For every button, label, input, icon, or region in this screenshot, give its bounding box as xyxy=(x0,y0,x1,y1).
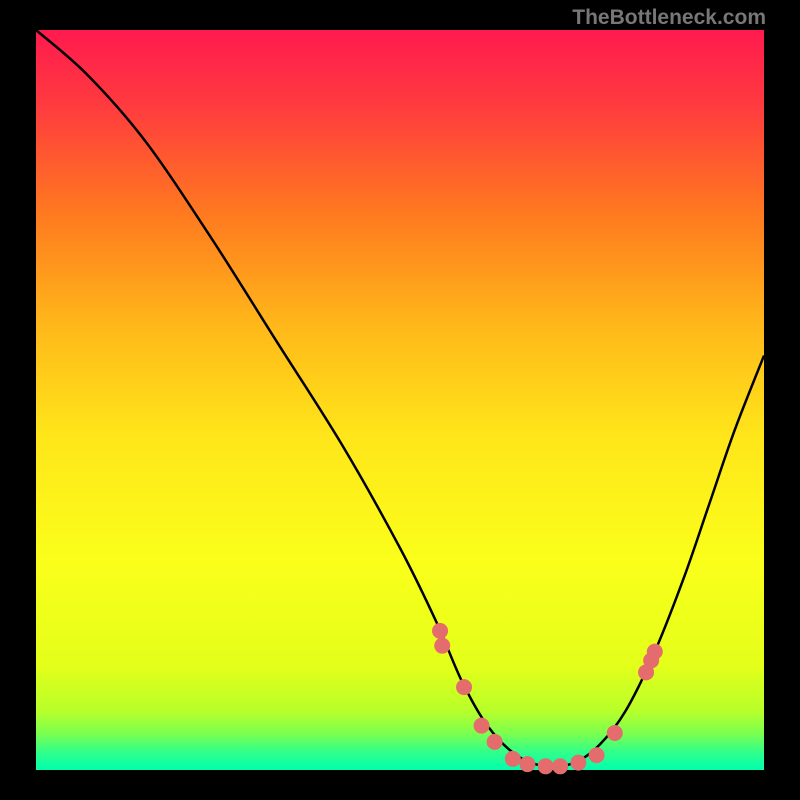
data-marker xyxy=(432,623,448,639)
data-marker xyxy=(552,758,568,774)
data-marker xyxy=(487,734,503,750)
data-marker xyxy=(434,638,450,654)
data-marker xyxy=(589,747,605,763)
data-marker xyxy=(456,679,472,695)
watermark-text: TheBottleneck.com xyxy=(572,6,766,30)
data-marker xyxy=(647,644,663,660)
data-marker xyxy=(505,751,521,767)
marker-group xyxy=(432,623,663,774)
data-marker xyxy=(519,756,535,772)
data-marker xyxy=(538,758,554,774)
data-marker xyxy=(474,718,490,734)
chart-container: TheBottleneck.com xyxy=(0,0,800,800)
data-marker xyxy=(607,725,623,741)
plot-area xyxy=(36,30,764,770)
data-marker xyxy=(570,755,586,771)
chart-svg xyxy=(36,30,764,770)
